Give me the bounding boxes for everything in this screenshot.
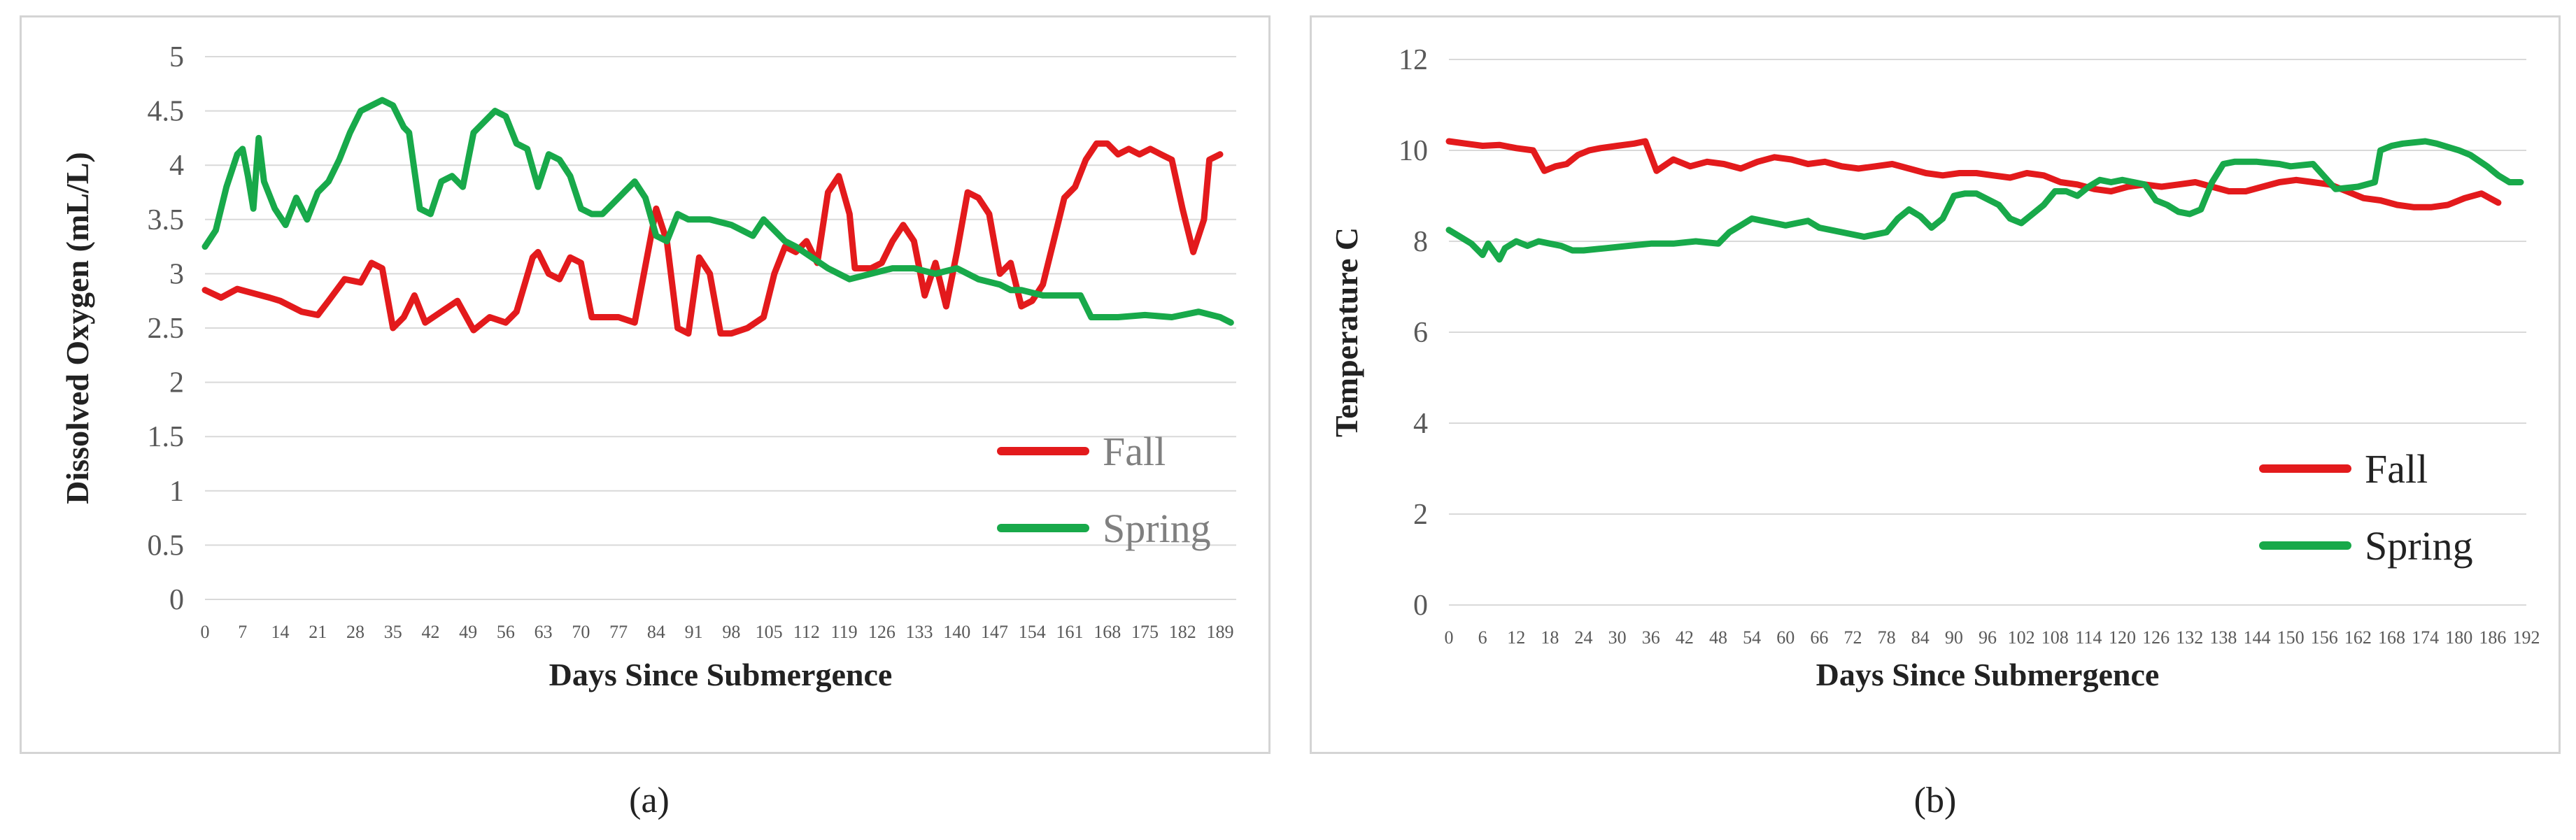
x-tick-label: 156 <box>2311 627 2338 648</box>
x-tick-label: 144 <box>2244 627 2271 648</box>
y-tick-label: 2 <box>1413 499 1428 531</box>
x-tick-label: 161 <box>1056 622 1084 642</box>
x-tick-label: 30 <box>1608 627 1627 648</box>
x-tick-label: 174 <box>2412 627 2439 648</box>
x-tick-label: 96 <box>1979 627 1997 648</box>
x-tick-label: 21 <box>309 622 327 642</box>
x-tick-label: 140 <box>943 622 970 642</box>
x-tick-label: 98 <box>722 622 740 642</box>
dissolved-oxygen-chart: 0 0.5 1 1.5 2 2.5 3 3.5 4 4.5 5 0 7 14 21 28 35 42 49 56 63 7… <box>59 41 1236 692</box>
x-tick-label: 147 <box>981 622 1008 642</box>
y-tick-label: 4 <box>1413 408 1428 440</box>
x-tick-label: 6 <box>1478 627 1487 648</box>
y-tick-label: 1 <box>169 476 184 508</box>
x-tick-label: 36 <box>1642 627 1660 648</box>
y-axis-title: Temperature C <box>1329 227 1364 437</box>
legend-label-spring: Spring <box>1103 506 1211 551</box>
x-tick-label: 108 <box>2041 627 2069 648</box>
x-tick-label: 192 <box>2513 627 2540 648</box>
y-axis-title: Dissolved Oxygen (mL/L) <box>59 152 95 504</box>
x-tick-label: 0 <box>1445 627 1454 648</box>
x-tick-label: 132 <box>2176 627 2203 648</box>
series-line-fall <box>1445 138 2502 211</box>
x-tick-label: 42 <box>421 622 439 642</box>
x-tick-label: 78 <box>1878 627 1896 648</box>
legend-label-fall: Fall <box>1103 429 1166 474</box>
x-tick-label: 66 <box>1810 627 1828 648</box>
chart-panel-a: 0 0.5 1 1.5 2 2.5 3 3.5 4 4.5 5 0 7 14 21 28 35 42 49 56 63 7… <box>20 15 1271 754</box>
x-tick-label: 35 <box>384 622 402 642</box>
legend-label-fall: Fall <box>2365 446 2428 492</box>
x-tick-label: 168 <box>1094 622 1121 642</box>
y-tick-label: 0 <box>169 584 184 616</box>
y-tick-label: 3.5 <box>148 204 185 236</box>
x-tick-label: 77 <box>609 622 628 642</box>
x-tick-label: 63 <box>535 622 553 642</box>
x-tick-label: 54 <box>1743 627 1761 648</box>
y-tick-label: 8 <box>1413 226 1428 258</box>
legend-label-spring: Spring <box>2365 523 2473 569</box>
y-tick-label: 2.5 <box>148 313 185 345</box>
caption-b: (b) <box>1913 781 1957 820</box>
x-tick-label: 120 <box>2109 627 2136 648</box>
x-tick-label: 189 <box>1206 622 1233 642</box>
series-line-spring <box>201 97 1234 326</box>
y-tick-label: 6 <box>1413 317 1428 349</box>
x-tick-label: 0 <box>201 622 210 642</box>
x-tick-label: 60 <box>1776 627 1795 648</box>
x-tick-label: 180 <box>2445 627 2472 648</box>
x-tick-label: 150 <box>2277 627 2305 648</box>
x-tick-label: 56 <box>497 622 515 642</box>
x-tick-label: 84 <box>647 622 665 642</box>
x-tick-label: 162 <box>2344 627 2372 648</box>
x-tick-label: 48 <box>1709 627 1727 648</box>
x-axis-title: Days Since Submergence <box>1816 657 2160 692</box>
x-tick-label: 18 <box>1541 627 1559 648</box>
x-tick-label: 24 <box>1575 627 1593 648</box>
x-tick-label: 186 <box>2479 627 2506 648</box>
y-tick-label: 3 <box>169 258 184 290</box>
x-tick-label: 105 <box>756 622 783 642</box>
x-tick-label: 126 <box>868 622 896 642</box>
x-tick-label: 84 <box>1911 627 1930 648</box>
x-tick-label: 182 <box>1169 622 1196 642</box>
x-axis-title: Days Since Submergence <box>549 657 893 692</box>
y-tick-label: 2 <box>169 367 184 399</box>
x-tick-label: 28 <box>346 622 365 642</box>
caption-a: (a) <box>629 781 670 820</box>
series-line-spring <box>1445 138 2524 263</box>
y-tick-label: 0.5 <box>148 529 185 562</box>
y-tick-label: 5 <box>169 41 184 73</box>
x-tick-label: 126 <box>2142 627 2170 648</box>
x-tick-label: 112 <box>793 622 820 642</box>
y-tick-label: 4.5 <box>148 96 185 128</box>
y-tick-label: 10 <box>1399 135 1428 167</box>
y-tick-label: 12 <box>1399 44 1428 76</box>
x-tick-label: 90 <box>1945 627 1963 648</box>
x-tick-label: 119 <box>831 622 858 642</box>
x-tick-label: 168 <box>2378 627 2405 648</box>
x-tick-label: 70 <box>572 622 590 642</box>
x-tick-label: 72 <box>1844 627 1862 648</box>
x-tick-label: 7 <box>238 622 247 642</box>
x-tick-label: 175 <box>1131 622 1159 642</box>
x-tick-label: 14 <box>271 622 289 642</box>
y-tick-label: 4 <box>169 150 184 182</box>
y-tick-label: 1.5 <box>148 421 185 453</box>
x-tick-label: 91 <box>685 622 703 642</box>
x-tick-label: 154 <box>1019 622 1046 642</box>
series-line-fall <box>201 140 1224 337</box>
x-tick-label: 12 <box>1507 627 1525 648</box>
x-tick-label: 42 <box>1676 627 1694 648</box>
x-tick-label: 114 <box>2075 627 2102 648</box>
x-tick-label: 102 <box>2008 627 2035 648</box>
x-tick-label: 49 <box>459 622 477 642</box>
y-tick-label: 0 <box>1413 590 1428 622</box>
chart-panel-b: 0 2 4 6 8 10 12 0 6 12 18 24 30 36 42 48 54 60 66 72 78 84 90 9… <box>1310 15 2561 754</box>
x-tick-label: 133 <box>906 622 933 642</box>
x-tick-label: 138 <box>2209 627 2237 648</box>
